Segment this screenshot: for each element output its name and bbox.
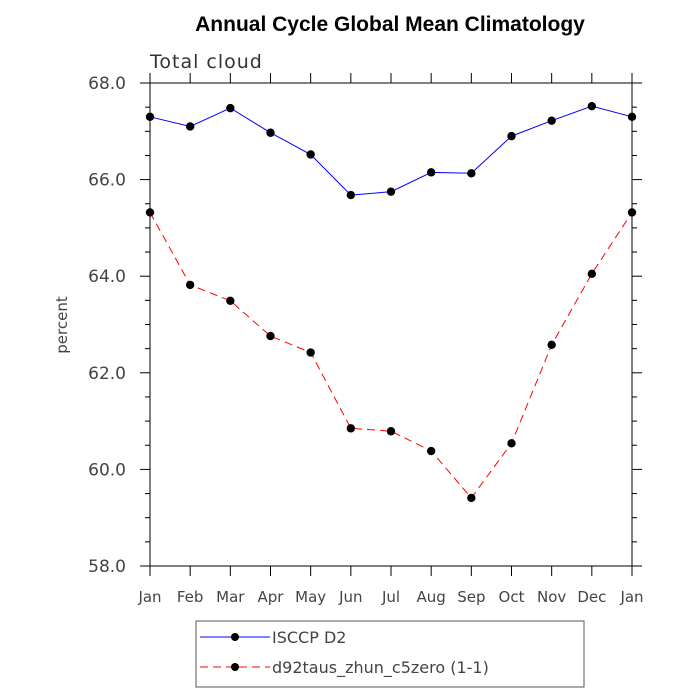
- data-point-series-0: [226, 103, 235, 113]
- x-tick-label: Feb: [177, 588, 204, 606]
- y-tick-label: 62.0: [88, 364, 126, 384]
- y-tick-label: 60.0: [88, 460, 126, 480]
- legend-label-isccp: ISCCP D2: [272, 628, 346, 647]
- data-point-series-0: [266, 128, 275, 137]
- data-point-series-0: [306, 150, 315, 159]
- chart-title: Annual Cycle Global Mean Climatology: [195, 13, 585, 36]
- y-axis-label: percent: [53, 296, 71, 354]
- data-point-series-1: [507, 439, 516, 448]
- data-point-series-1: [226, 296, 235, 306]
- data-point-series-1: [306, 348, 315, 357]
- legend: ISCCP D2 d92taus_zhun_c5zero (1-1): [195, 620, 585, 688]
- series-line-0: [149, 105, 633, 196]
- data-point-series-0: [346, 190, 356, 200]
- x-tick-label: Jan: [137, 588, 161, 606]
- plot-frame: [149, 82, 633, 567]
- data-point-series-0: [587, 101, 597, 111]
- y-tick-label: 58.0: [88, 557, 126, 577]
- series-layer: [145, 101, 637, 503]
- data-point-series-1: [587, 269, 597, 278]
- x-tick-label: Jan: [619, 588, 643, 606]
- data-point-series-0: [547, 116, 556, 125]
- y-tick-label: 64.0: [88, 267, 126, 287]
- data-point-series-0: [467, 169, 476, 178]
- y-tick-label: 68.0: [88, 74, 126, 94]
- legend-marker-model: [231, 663, 239, 671]
- y-tick-label: 66.0: [88, 171, 126, 191]
- x-tick-label: Sep: [457, 588, 485, 606]
- legend-box: [195, 620, 585, 688]
- axes: 58.0 60.0 62.0 64.0 66.0 68.0 Jan Feb Mar Apr May J…: [88, 73, 644, 606]
- data-point-series-1: [266, 331, 275, 341]
- data-point-series-1: [145, 208, 155, 217]
- legend-label-model: d92taus_zhun_c5zero (1-1): [272, 658, 489, 678]
- x-tick-label: Apr: [258, 588, 285, 606]
- data-point-series-1: [426, 446, 436, 456]
- data-point-series-1: [185, 280, 195, 290]
- data-point-series-1: [627, 208, 637, 217]
- x-tick-label: Aug: [417, 588, 446, 606]
- data-point-series-0: [386, 187, 396, 196]
- data-point-series-0: [145, 112, 155, 122]
- data-point-series-1: [386, 427, 396, 436]
- x-tick-label: Dec: [577, 588, 606, 606]
- chart-subtitle: Total cloud: [149, 51, 263, 73]
- data-point-series-1: [547, 340, 556, 349]
- x-tick-label: May: [295, 588, 326, 606]
- data-point-series-0: [627, 112, 637, 122]
- data-point-series-1: [467, 493, 476, 503]
- x-tick-label: Nov: [537, 588, 566, 606]
- data-point-series-1: [346, 424, 356, 433]
- data-point-series-0: [426, 168, 436, 177]
- series-line-1: [149, 212, 633, 499]
- x-tick-label: Oct: [499, 588, 525, 606]
- legend-marker-isccp: [231, 633, 239, 641]
- x-tick-label: Mar: [216, 588, 245, 606]
- data-point-series-0: [507, 131, 516, 141]
- x-tick-label: Jun: [338, 588, 362, 606]
- data-point-series-0: [185, 122, 195, 131]
- x-tick-label: Jul: [381, 588, 400, 606]
